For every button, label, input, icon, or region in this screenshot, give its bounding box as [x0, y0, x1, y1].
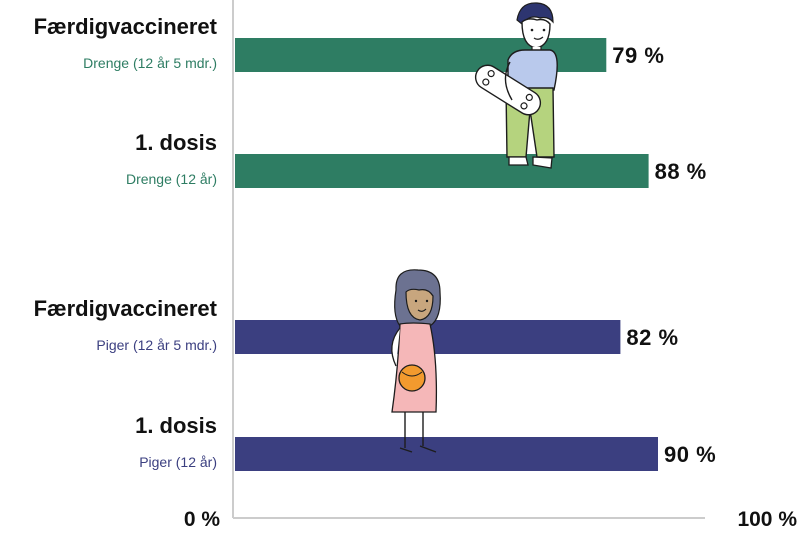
bar-value-label: 88 %	[655, 159, 707, 184]
bar-group-label: Piger (12 år)	[139, 454, 217, 470]
girl-with-ball-illustration	[391, 269, 441, 453]
bar-value-label: 82 %	[626, 325, 678, 350]
bar-group-label: Drenge (12 år)	[126, 171, 217, 187]
bar-category-label: 1. dosis	[135, 413, 217, 438]
bar-category-label: Færdigvaccineret	[34, 296, 218, 321]
bars-group: 79 % Færdigvaccineret Drenge (12 år 5 mdr.…	[34, 14, 716, 471]
bar-value-label: 79 %	[612, 43, 664, 68]
bar-category-label: 1. dosis	[135, 130, 217, 155]
bar-group-label: Piger (12 år 5 mdr.)	[96, 337, 217, 353]
bar-category-label: Færdigvaccineret	[34, 14, 218, 39]
bar-value-label: 90 %	[664, 442, 716, 467]
boy-with-skateboard-illustration	[474, 2, 558, 169]
bar-group-label: Drenge (12 år 5 mdr.)	[83, 55, 217, 71]
x-tick-label-max: 100 %	[737, 508, 797, 531]
bar-girls-3	[235, 437, 658, 471]
bar-boys-1	[235, 154, 649, 188]
x-tick-label-min: 0 %	[184, 508, 221, 531]
